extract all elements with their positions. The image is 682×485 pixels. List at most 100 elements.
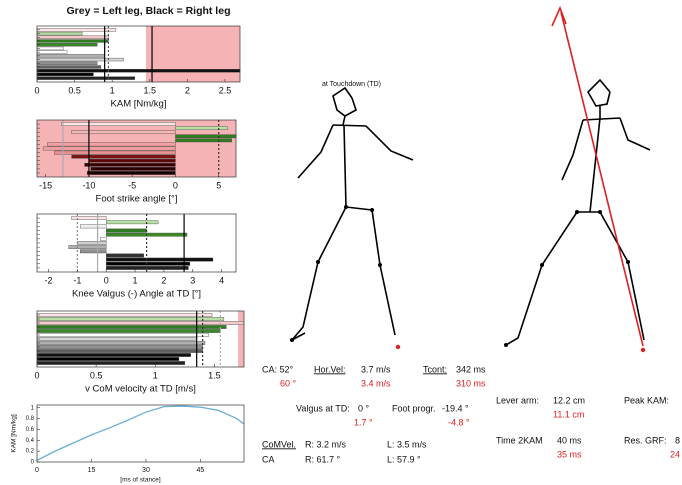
bar [100, 237, 106, 240]
x-tick-label: 1 [153, 370, 158, 380]
x-tick-label: 1 [110, 85, 115, 95]
x-tick-label: 0 [34, 370, 39, 380]
x-tick-label: 1.5 [208, 370, 221, 380]
bar [37, 40, 108, 43]
x-tick-label: 1.5 [144, 85, 157, 95]
bar [37, 73, 93, 76]
metric-label: Tcont: [423, 364, 447, 374]
bar [85, 163, 176, 166]
metric: L: 3.5 m/s [387, 439, 427, 449]
metric-label: CA [262, 454, 275, 464]
x-tick-label: 4 [219, 275, 224, 285]
bar [47, 143, 175, 146]
metric-ref: 310 ms [456, 378, 486, 388]
y-tick-label: 1 [31, 405, 35, 411]
metric-ref: 24 [670, 449, 680, 459]
bar [80, 250, 106, 253]
x-tick-label: 45 [197, 467, 205, 474]
bar [80, 225, 106, 228]
metric-ref: 3.4 m/s [361, 378, 391, 388]
y-tick-label: 0 [31, 460, 35, 466]
x-tick-label: 3 [190, 275, 195, 285]
x-tick-label: 2 [161, 275, 166, 285]
metric: 8 [675, 435, 680, 445]
x-axis-label: KAM [Nm/kg] [111, 99, 167, 110]
metric-ref: 35 ms [557, 449, 582, 459]
x-tick-label: -1 [73, 275, 81, 285]
bar [37, 353, 191, 356]
metric: 0 ° [358, 403, 370, 413]
bar [61, 122, 175, 125]
bar [175, 139, 231, 142]
x-axis-label: v CoM velocity at TD [m/s] [85, 384, 196, 395]
x-tick-label: -15 [39, 180, 52, 190]
bar [106, 266, 188, 269]
plot-frame [37, 405, 244, 462]
x-tick-label: 0 [173, 180, 178, 190]
bar [37, 32, 82, 35]
bar [106, 258, 213, 261]
bar [37, 36, 108, 39]
metric: R: 61.7 ° [305, 454, 341, 464]
chart-title: Grey = Left leg, Black = Right leg [67, 5, 231, 17]
bar [37, 47, 63, 50]
metric-ref: 1.7 ° [354, 417, 373, 427]
bar [87, 171, 175, 174]
metric: -19.4 ° [442, 403, 469, 413]
bar [37, 329, 220, 332]
x-axis-label: Foot strike angle [°] [96, 194, 178, 205]
metrics-panel: CA: 52° 60 ° Hor.Vel: 3.7 m/s 3.4 m/s Tc… [262, 364, 680, 464]
bar [37, 357, 179, 360]
metric-ref: 60 ° [280, 378, 297, 388]
x-tick-label: 0 [104, 275, 109, 285]
bar [37, 361, 185, 364]
metric-label: Hor.Vel: [314, 364, 346, 374]
bar [106, 254, 143, 257]
bar [106, 229, 146, 232]
x-tick-label: 2.5 [219, 85, 232, 95]
x-tick-label: -10 [82, 180, 95, 190]
metric-label: Lever arm: [496, 395, 539, 405]
x-tick-label: 5 [216, 180, 221, 190]
metric-label: Foot progr. [392, 403, 436, 413]
x-tick-label: 30 [142, 467, 150, 474]
bar [77, 241, 106, 244]
stick-figure-td [290, 88, 413, 349]
x-tick-label: 1 [133, 275, 138, 285]
bar [37, 321, 244, 324]
bar [72, 155, 176, 158]
shaded-range [146, 26, 240, 82]
metric: R: 3.2 m/s [305, 439, 347, 449]
metric: 342 ms [456, 364, 486, 374]
x-tick-label: 0 [34, 85, 39, 95]
bar [37, 345, 203, 348]
bar [37, 337, 197, 340]
y-tick-label: 0.6 [26, 427, 35, 433]
bar [37, 77, 135, 80]
metric-label: Res. GRF: [624, 435, 667, 445]
bar [37, 317, 224, 320]
bar [37, 58, 123, 61]
metric-label: CoMVel. [262, 439, 296, 449]
x-tick-label: 2 [185, 85, 190, 95]
kam-line [37, 406, 244, 460]
metric-label: Peak KAM: [624, 395, 669, 405]
bar [54, 151, 175, 154]
bar [37, 333, 209, 336]
metric: L: 57.9 ° [387, 454, 421, 464]
bar [37, 325, 226, 328]
bar [175, 135, 236, 138]
metric: 40 ms [557, 435, 582, 445]
bar [72, 131, 176, 134]
bar [37, 341, 205, 344]
bar [106, 221, 158, 224]
metric-label: Time 2KAM [496, 435, 543, 445]
metric: 3.7 m/s [361, 364, 391, 374]
y-tick-label: 0.4 [26, 438, 35, 444]
bar [37, 54, 105, 57]
y-axis-label: KAM [Nm/kg] [11, 414, 18, 452]
y-tick-label: 0.8 [26, 416, 35, 422]
x-tick-label: -5 [128, 180, 136, 190]
x-axis-label: Knee Valgus (-) Angle at TD [°] [72, 289, 201, 300]
x-axis-label: [ms of stance] [120, 477, 161, 484]
